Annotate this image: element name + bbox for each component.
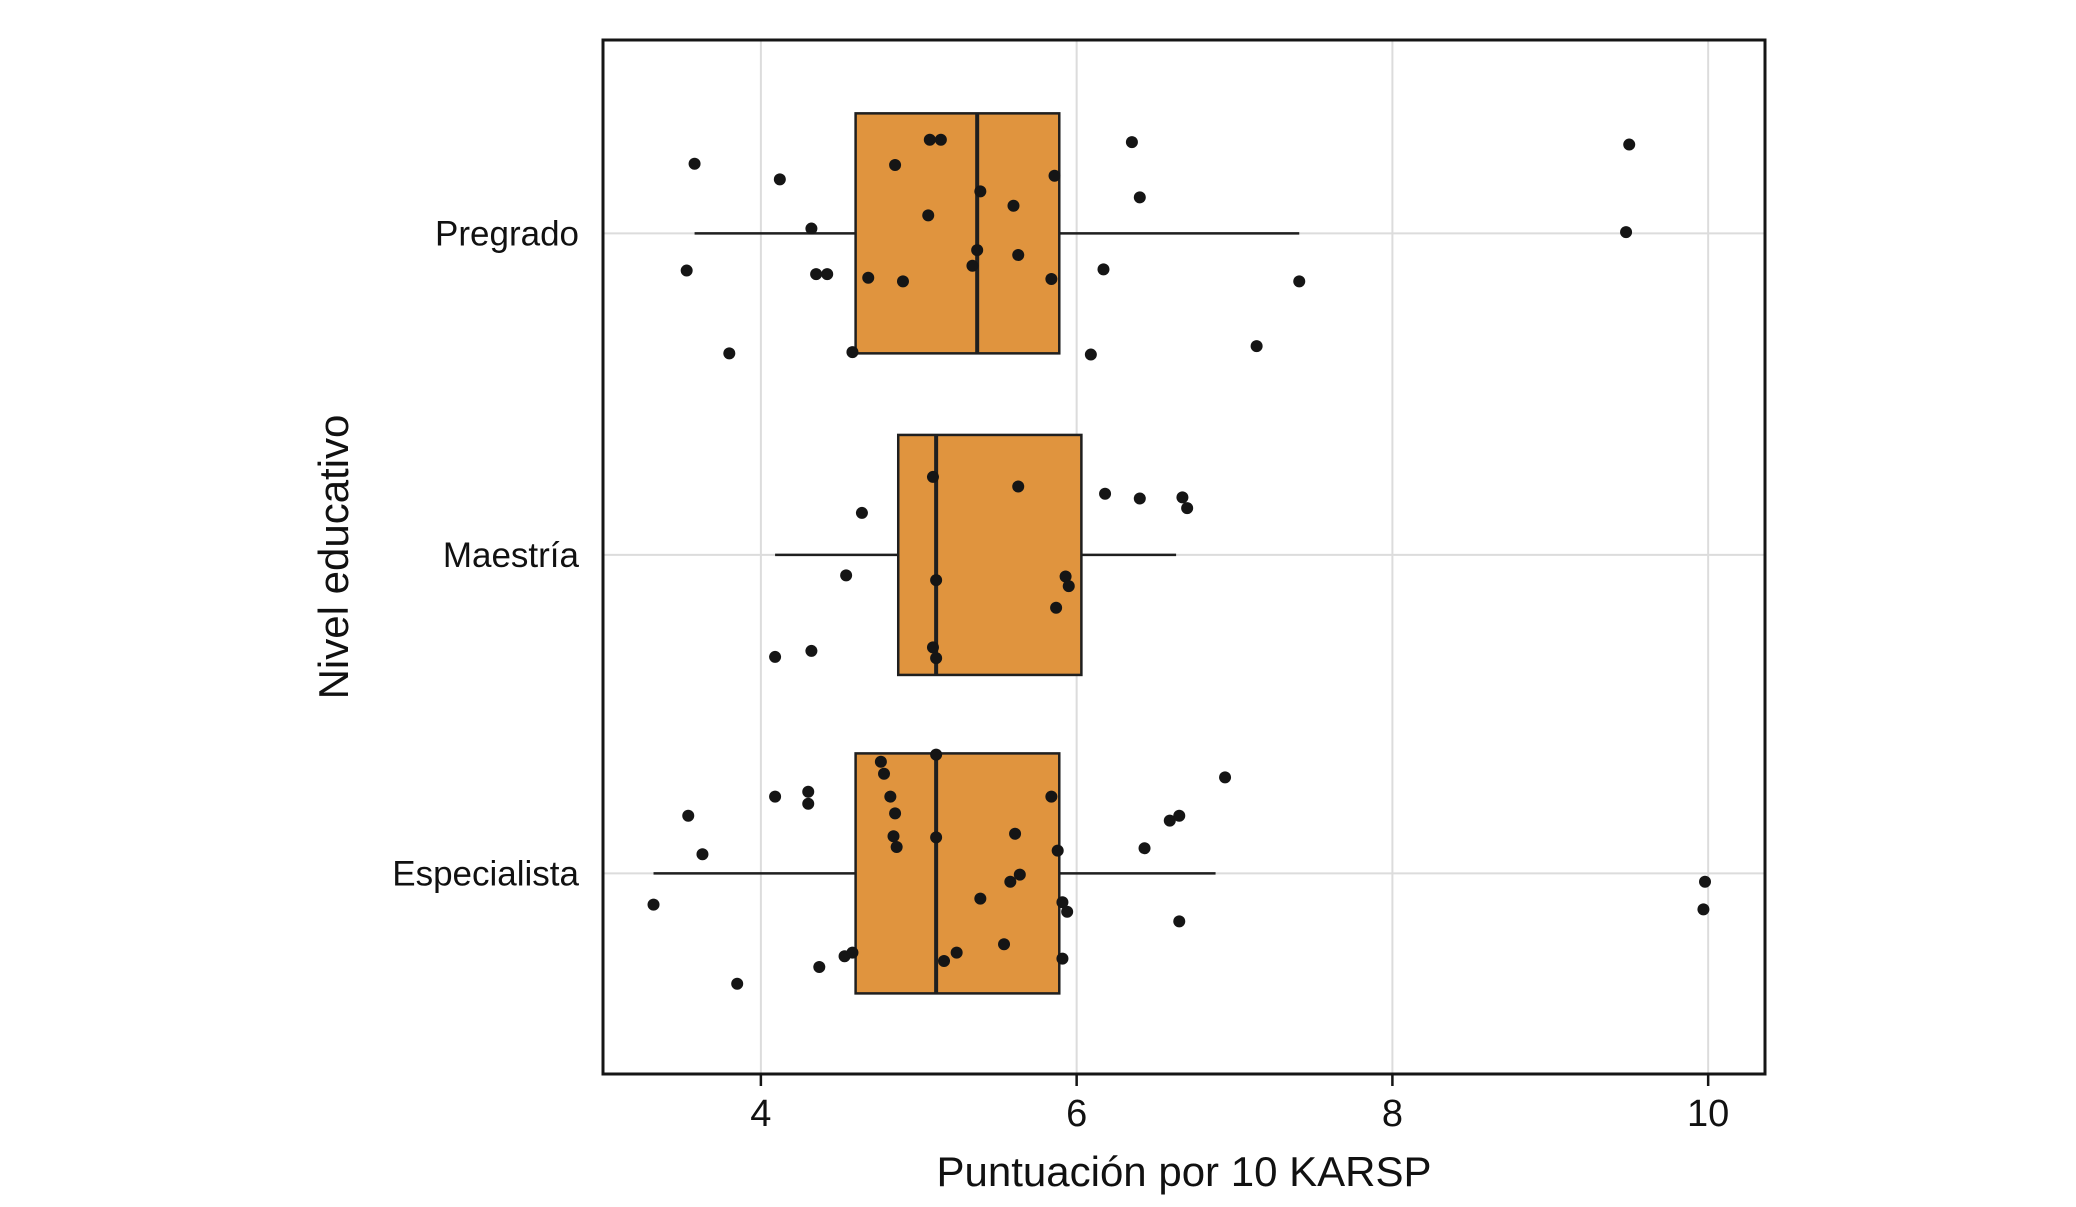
data-point (769, 650, 782, 663)
data-point (896, 275, 909, 288)
data-point (1250, 340, 1263, 353)
data-point (1061, 905, 1074, 918)
data-point (884, 790, 897, 803)
data-point (1699, 875, 1712, 888)
data-point (874, 755, 887, 768)
data-point (840, 569, 853, 582)
y-category-label: Maestría (443, 536, 580, 575)
data-point (1181, 502, 1194, 515)
data-point (680, 264, 693, 277)
data-point (846, 946, 859, 959)
data-point (1056, 896, 1069, 909)
data-point (769, 790, 782, 803)
data-point (1059, 570, 1072, 583)
data-point (682, 809, 695, 822)
data-point (1133, 191, 1146, 204)
data-point (1051, 844, 1064, 857)
data-point (1620, 226, 1633, 239)
data-point (878, 767, 891, 780)
data-point (846, 346, 859, 359)
data-point (974, 185, 987, 198)
data-point (1004, 875, 1017, 888)
data-point (923, 133, 936, 146)
data-point (855, 506, 868, 519)
data-point (1099, 487, 1112, 500)
x-tick-label: 6 (1066, 1093, 1087, 1135)
data-point (889, 807, 902, 820)
data-point (696, 848, 709, 861)
data-point (1163, 814, 1176, 827)
data-point (1084, 348, 1097, 361)
data-point (922, 209, 935, 222)
x-tick-label: 10 (1687, 1093, 1729, 1135)
data-point (1125, 136, 1138, 149)
data-point (1056, 952, 1069, 965)
data-point (887, 830, 900, 843)
data-point (1173, 915, 1186, 928)
data-point (1176, 491, 1189, 504)
data-point (930, 831, 943, 844)
data-point (773, 173, 786, 186)
y-category-label: Pregrado (435, 214, 579, 253)
data-point (802, 785, 815, 798)
data-point (1623, 138, 1636, 151)
data-point (1045, 272, 1058, 285)
x-axis-title: Puntuación por 10 KARSP (936, 1148, 1432, 1195)
data-point (926, 470, 939, 483)
data-point (862, 271, 875, 284)
data-point (1293, 275, 1306, 288)
data-point (930, 748, 943, 761)
data-point (890, 841, 903, 854)
data-point (805, 222, 818, 235)
data-point (723, 347, 736, 360)
data-point (821, 268, 834, 281)
box (896, 433, 1083, 677)
data-point (974, 892, 987, 905)
x-tick-label: 4 (750, 1093, 771, 1135)
data-point (1012, 248, 1025, 261)
data-point (1045, 790, 1058, 803)
data-point (647, 898, 660, 911)
panel-border (601, 38, 1767, 1076)
y-category-label: Especialista (392, 854, 579, 893)
data-point (1048, 169, 1061, 182)
data-point (1138, 842, 1151, 855)
data-point (1697, 903, 1710, 916)
data-point (889, 158, 902, 171)
data-point (1050, 601, 1063, 614)
data-point (810, 268, 823, 281)
data-point (731, 977, 744, 990)
data-point (1013, 868, 1026, 881)
data-point (966, 259, 979, 272)
data-point (813, 961, 826, 974)
data-point (805, 644, 818, 657)
data-point (1133, 492, 1146, 505)
box (854, 112, 1061, 355)
data-point (1173, 809, 1186, 822)
data-point (1097, 263, 1110, 276)
y-axis-title: Nivel educativo (310, 414, 357, 700)
data-point (1009, 827, 1022, 840)
data-point (938, 955, 951, 968)
data-point (930, 652, 943, 665)
data-point (971, 244, 984, 257)
data-point (1007, 199, 1020, 212)
x-tick-label: 8 (1382, 1093, 1403, 1135)
data-point (802, 797, 815, 810)
data-point (1219, 771, 1232, 784)
data-point (998, 938, 1011, 951)
data-point (688, 157, 701, 170)
data-point (934, 133, 947, 146)
data-point (1012, 480, 1025, 493)
data-point (1062, 580, 1075, 593)
data-point (930, 574, 943, 587)
data-point (950, 946, 963, 959)
data-point (926, 641, 939, 654)
